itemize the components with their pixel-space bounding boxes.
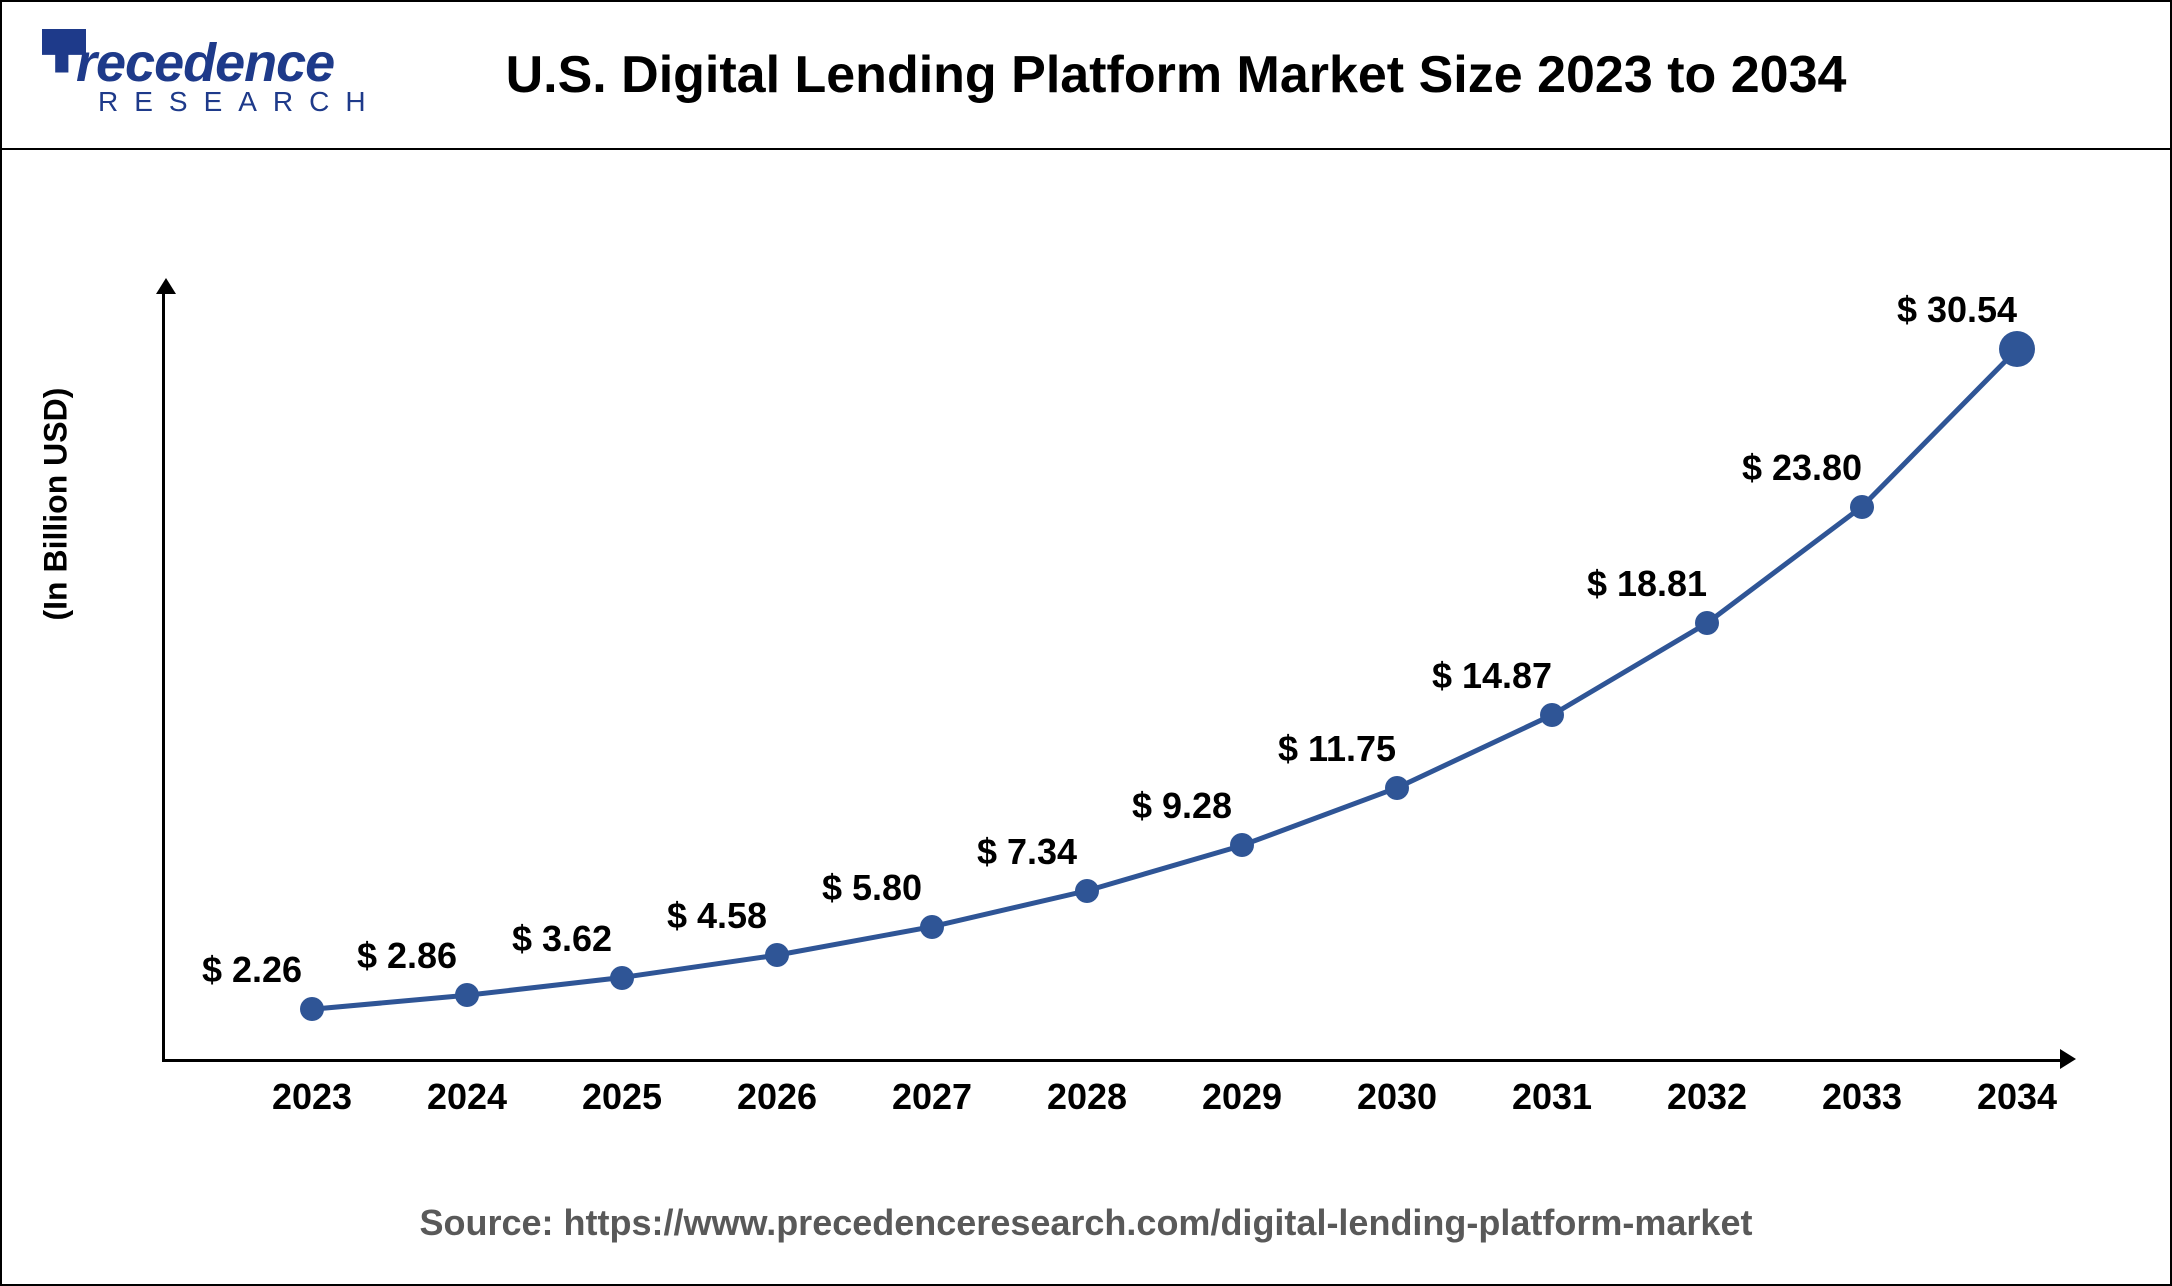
- x-tick-label: 2030: [1357, 1076, 1437, 1118]
- y-axis-label: (In Billion USD): [38, 388, 75, 621]
- header: recedence RESEARCH U.S. Digital Lending …: [2, 2, 2170, 150]
- x-tick-label: 2023: [272, 1076, 352, 1118]
- x-tick-label: 2033: [1822, 1076, 1902, 1118]
- x-tick-label: 2026: [737, 1076, 817, 1118]
- x-tick-label: 2025: [582, 1076, 662, 1118]
- x-tick-label: 2028: [1047, 1076, 1127, 1118]
- x-axis-arrow-icon: [2060, 1049, 2076, 1069]
- chart-axes: 2023202420252026202720282029203020312032…: [162, 292, 2062, 1062]
- x-axis-labels: 2023 2024 2025 2026 2027 2028 2029 2030 2031 2032…: [162, 1076, 2062, 1126]
- x-tick-label: 2024: [427, 1076, 507, 1118]
- logo-sub: RESEARCH: [98, 86, 382, 118]
- logo: recedence RESEARCH: [42, 20, 382, 130]
- x-tick-label: 2031: [1512, 1076, 1592, 1118]
- y-axis: [162, 292, 165, 1062]
- x-axis: [162, 1059, 2062, 1062]
- x-tick-label: 2029: [1202, 1076, 1282, 1118]
- x-tick-label: 2027: [892, 1076, 972, 1118]
- chart-title: U.S. Digital Lending Platform Market Siz…: [382, 45, 2170, 105]
- logo-main: recedence: [42, 33, 382, 90]
- chart-container: recedence RESEARCH U.S. Digital Lending …: [0, 0, 2172, 1286]
- x-tick-label: 2032: [1667, 1076, 1747, 1118]
- x-tick-label: 2034: [1977, 1076, 2057, 1118]
- source-text: Source: https://www.precedenceresearch.c…: [2, 1202, 2170, 1244]
- y-axis-arrow-icon: [156, 278, 176, 294]
